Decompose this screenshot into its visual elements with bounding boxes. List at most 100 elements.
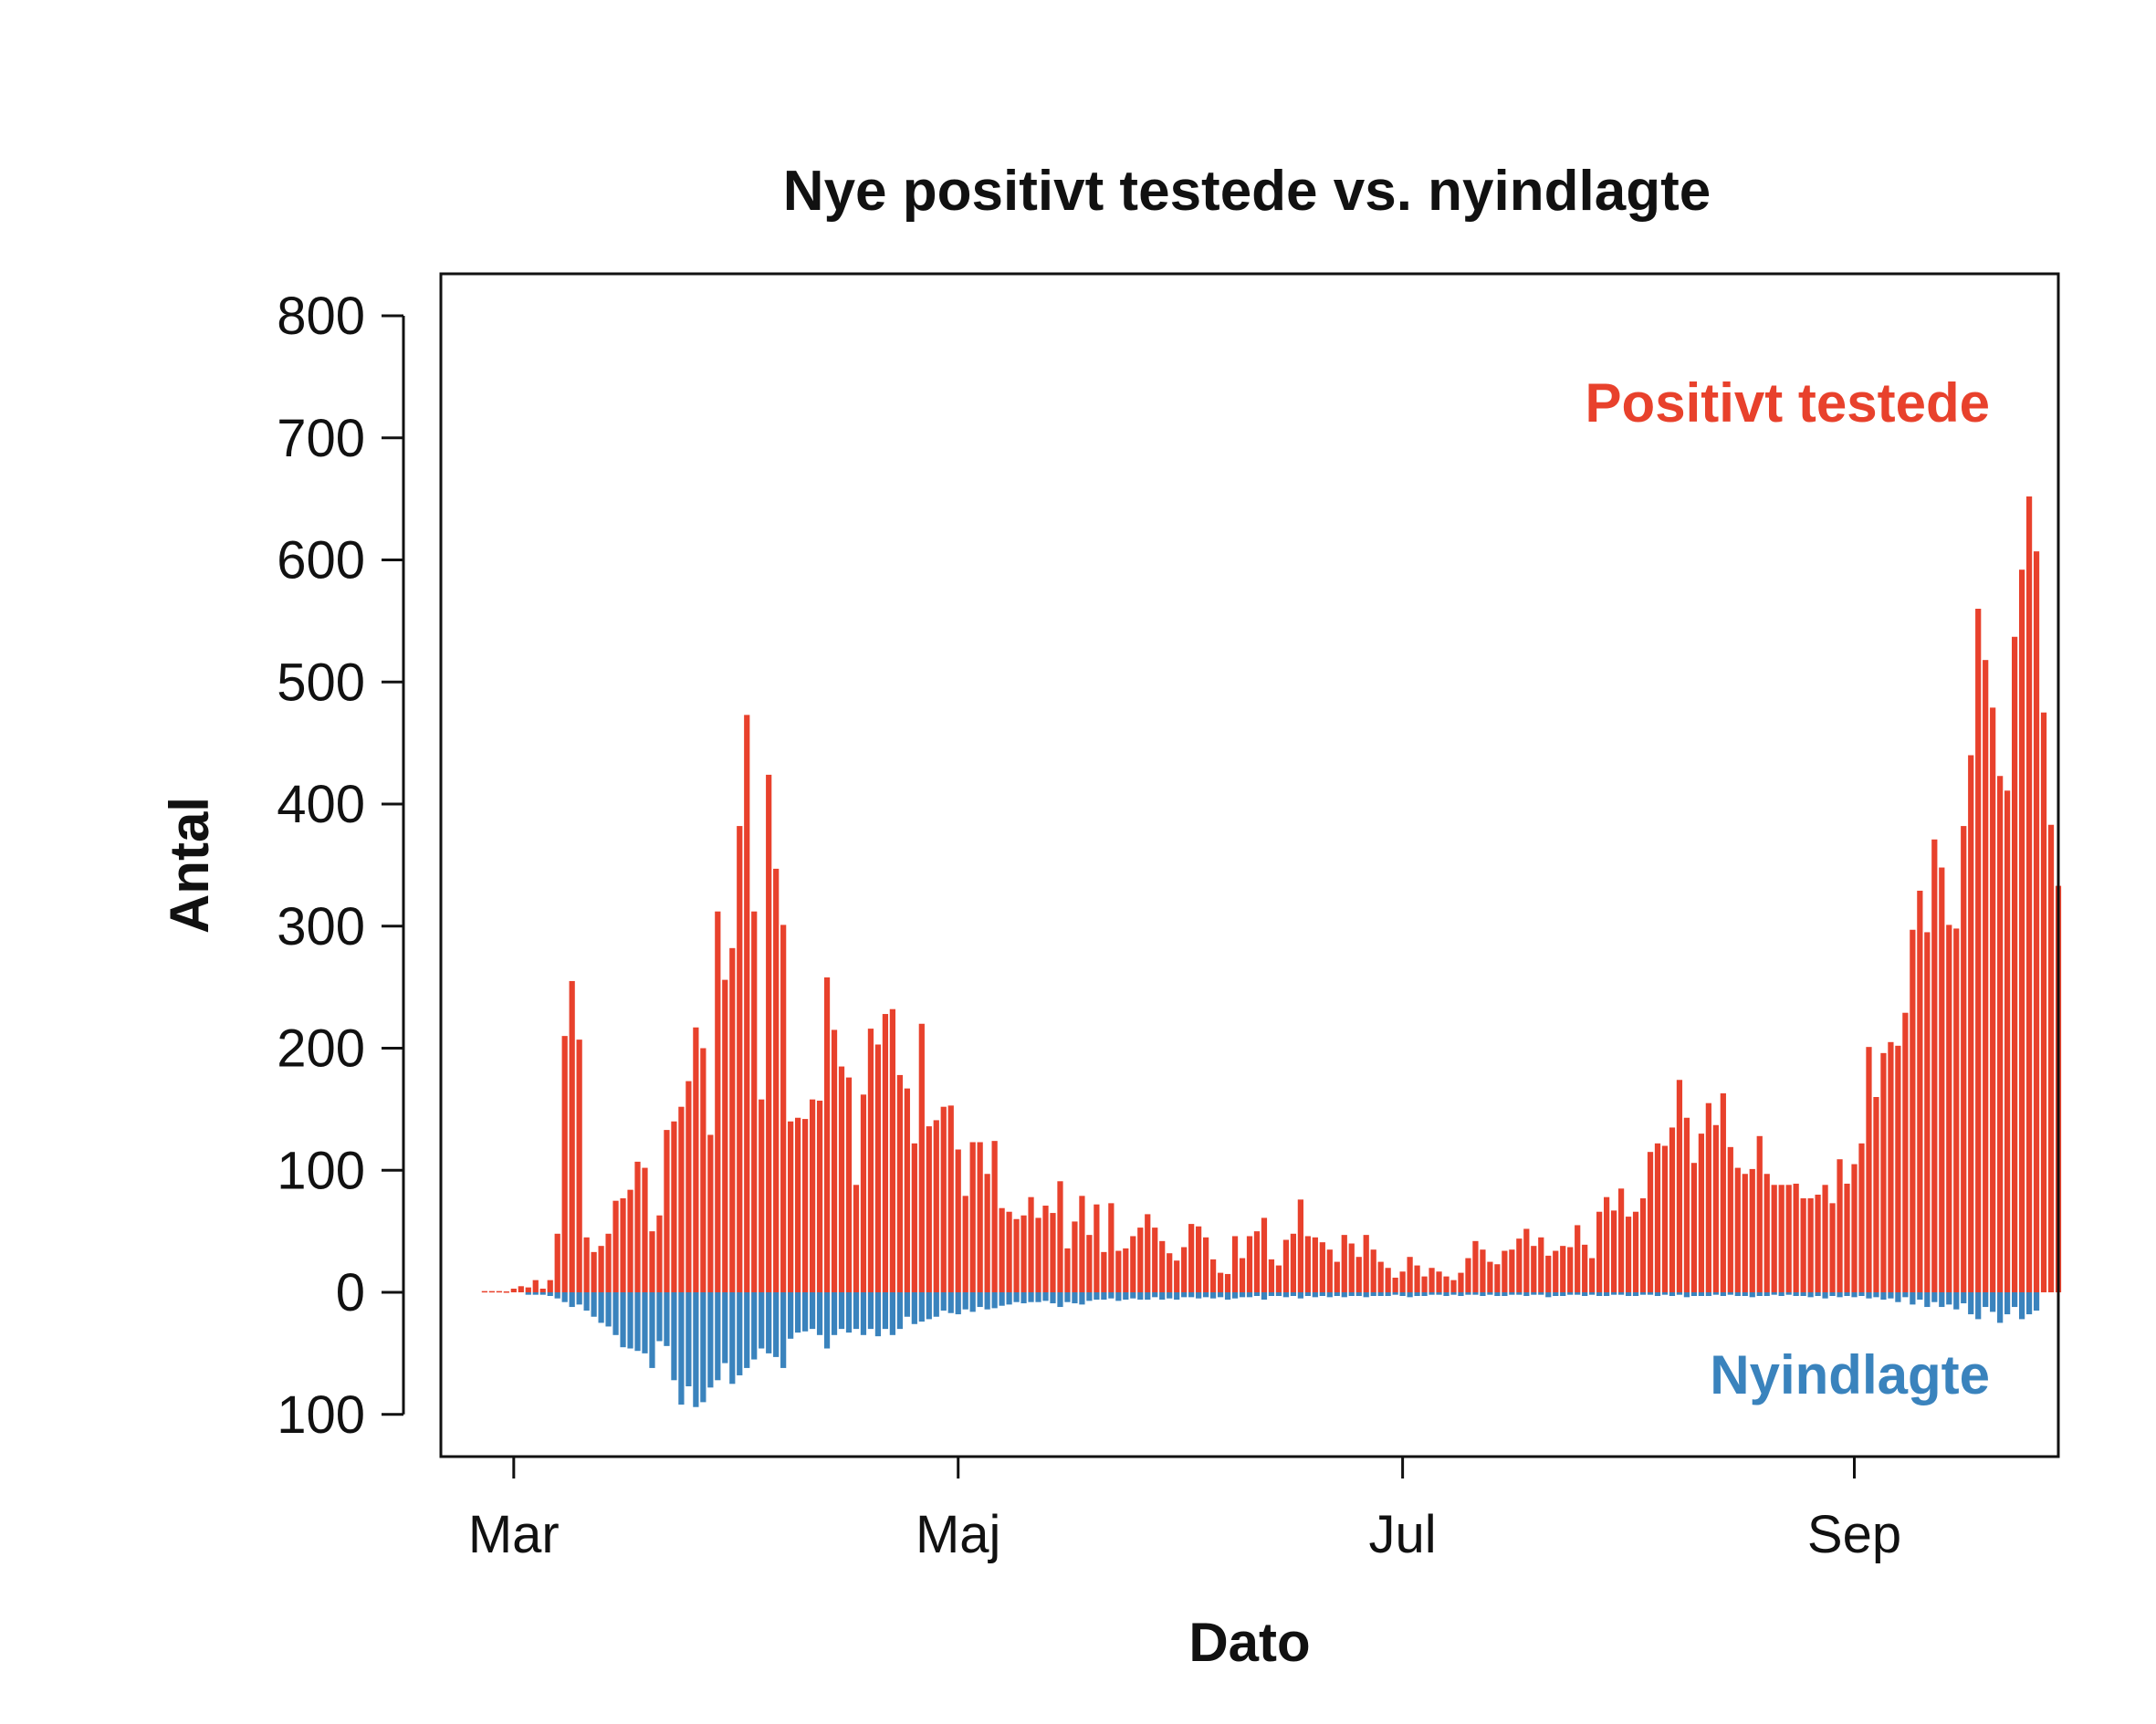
positive-bar: [1727, 1146, 1733, 1292]
positive-bar: [1968, 755, 1974, 1292]
positive-bar: [1203, 1237, 1209, 1292]
hospital-bar: [1224, 1292, 1231, 1301]
hospital-bar: [1895, 1292, 1901, 1302]
hospital-bar: [1261, 1292, 1268, 1301]
hospital-bar: [1399, 1292, 1406, 1297]
hospital-bar: [1961, 1292, 1967, 1304]
positive-bar: [1064, 1248, 1071, 1292]
hospital-bar: [1844, 1292, 1850, 1297]
hospital-bar: [539, 1292, 546, 1295]
positive-bar: [1639, 1198, 1647, 1292]
hospital-bar: [853, 1292, 860, 1330]
positive-bar: [1050, 1213, 1056, 1292]
hospital-bar: [766, 1292, 772, 1353]
positive-bar: [605, 1233, 612, 1292]
hospital-bar: [2018, 1292, 2025, 1320]
positive-bar: [1531, 1246, 1537, 1292]
positive-bar: [1355, 1257, 1362, 1292]
hospital-bar: [751, 1292, 758, 1360]
hospital-bar: [2012, 1292, 2018, 1308]
positive-bar: [918, 1023, 925, 1292]
positive-bar: [780, 925, 787, 1292]
hospital-bar: [561, 1292, 568, 1302]
positive-bar: [1443, 1276, 1450, 1292]
positive-bar: [686, 1081, 692, 1292]
positive-bar: [700, 1048, 706, 1292]
positive-bar: [496, 1290, 502, 1293]
hospital-bar: [1094, 1292, 1100, 1301]
positive-bar: [1348, 1243, 1355, 1292]
y-tick-label: 100: [277, 1385, 365, 1445]
y-tick-label: 0: [336, 1263, 365, 1322]
positive-bar: [1756, 1135, 1763, 1292]
hospital-bar: [1042, 1292, 1049, 1301]
positive-bar: [1924, 932, 1931, 1292]
positive-bar: [1028, 1196, 1034, 1292]
hospital-bar: [525, 1292, 531, 1295]
positive-bar: [1953, 928, 1960, 1292]
hospital-bar: [780, 1292, 787, 1368]
positive-bar: [1326, 1249, 1333, 1292]
positive-bar: [1224, 1273, 1231, 1292]
hospital-bar: [1910, 1292, 1916, 1305]
hospital-bar: [1064, 1292, 1071, 1302]
positive-bar: [612, 1200, 619, 1292]
positive-bar: [1545, 1255, 1552, 1293]
x-axis: Mar Maj Jul Sep: [468, 1455, 1901, 1564]
positive-bar: [999, 1207, 1005, 1292]
positive-bar: [1771, 1185, 1777, 1292]
y-tick-label: 400: [277, 775, 365, 834]
positive-bar: [1764, 1174, 1770, 1292]
positive-bar: [2012, 636, 2018, 1292]
hospital-bar: [1705, 1292, 1711, 1297]
hospital-bar: [1465, 1292, 1471, 1295]
hospital-bar: [1181, 1292, 1188, 1298]
hospital-bar: [1617, 1292, 1625, 1295]
positive-bar: [874, 1044, 882, 1292]
hospital-bar: [831, 1292, 838, 1335]
hospital-bar: [605, 1292, 612, 1327]
hospital-bar: [955, 1292, 961, 1315]
positive-bar: [1399, 1271, 1406, 1292]
positive-bar: [1917, 890, 1923, 1292]
positive-bar: [1610, 1210, 1617, 1292]
hospital-bar: [664, 1292, 670, 1346]
positive-bar: [481, 1290, 488, 1293]
hospital-bar: [1334, 1292, 1340, 1297]
positive-bar: [1800, 1198, 1806, 1292]
positive-bar: [1553, 1250, 1559, 1292]
y-tick-label: 300: [277, 897, 365, 956]
hospital-bar: [1421, 1292, 1428, 1297]
y-tick-label: 600: [277, 531, 365, 590]
hospital-bar: [598, 1292, 604, 1323]
positive-bar: [1575, 1225, 1581, 1292]
hospital-bar: [1837, 1292, 1843, 1298]
hospital-bar: [1990, 1292, 1996, 1312]
positive-bar: [1152, 1228, 1158, 1292]
hospital-bar: [1072, 1292, 1078, 1304]
positive-bar: [1742, 1174, 1748, 1292]
positive-bar: [1253, 1231, 1261, 1293]
hospital-bar: [1523, 1292, 1530, 1297]
positive-bar: [1669, 1127, 1676, 1292]
positive-bar: [1480, 1249, 1486, 1292]
hospital-bar: [1174, 1292, 1180, 1301]
positive-bar: [1961, 826, 1967, 1292]
hospital-bar: [722, 1292, 728, 1364]
positive-bar: [1174, 1260, 1180, 1292]
hospital-bar: [1902, 1292, 1909, 1298]
positive-bar: [1006, 1211, 1012, 1292]
hospital-bar: [1020, 1292, 1027, 1304]
hospital-bar: [1115, 1292, 1122, 1301]
hospital-bar: [1159, 1292, 1166, 1301]
positive-bar: [1654, 1143, 1661, 1292]
hospital-bar: [1829, 1292, 1836, 1297]
positive-bar: [532, 1280, 539, 1293]
positive-bar: [1370, 1249, 1376, 1292]
positive-bar: [1617, 1188, 1625, 1292]
hospital-bar: [1385, 1292, 1391, 1297]
positive-bar: [1268, 1259, 1275, 1292]
positive-bar: [1290, 1233, 1297, 1292]
hospital-bar: [1480, 1292, 1486, 1297]
hospital-bar: [700, 1292, 706, 1403]
